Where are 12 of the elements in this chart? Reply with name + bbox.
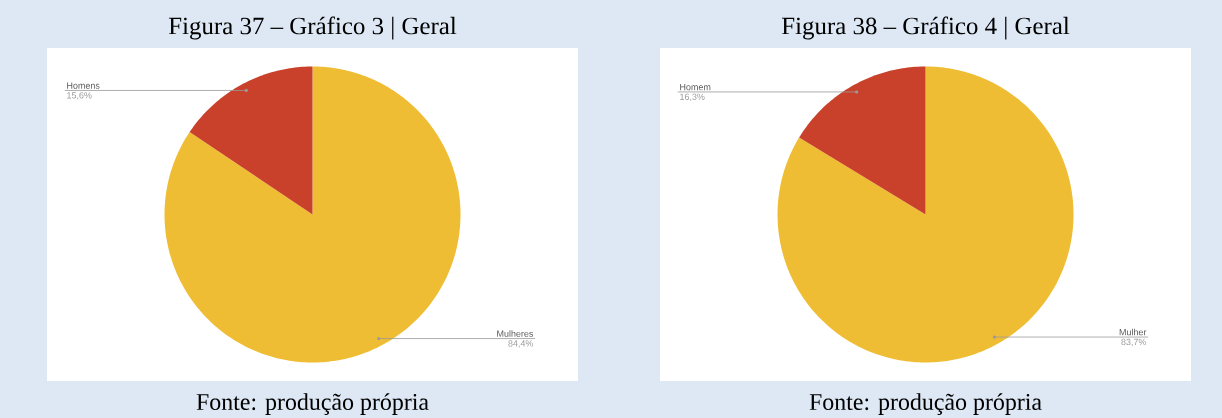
chart-title: Figura 38 – Gráfico 4 | Geral: [781, 16, 1070, 40]
slice-label: Homens: [67, 82, 100, 89]
slice-label: Homem: [680, 83, 711, 91]
data-label: 16,3%: [680, 93, 705, 102]
slice-label: Mulheres: [497, 330, 534, 337]
data-label: 83,7%: [1121, 338, 1147, 347]
slice-label: Mulher: [1119, 328, 1147, 336]
chart-title: Figura 37 – Gráfico 3 | Geral: [168, 16, 457, 40]
source-note: Fonte: produção própria: [196, 393, 429, 415]
source-note: Fonte: produção própria: [809, 393, 1042, 415]
data-label: 15,6%: [67, 92, 92, 100]
data-label: 84,4%: [508, 340, 534, 348]
